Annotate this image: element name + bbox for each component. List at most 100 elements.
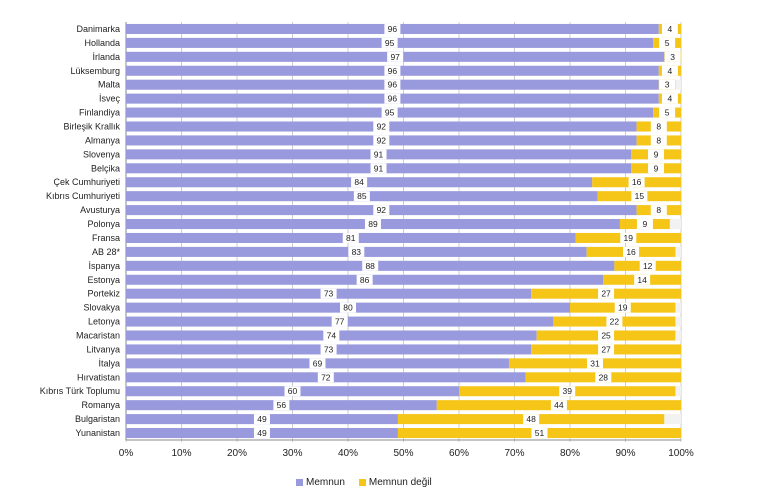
data-label-bg [373,121,390,132]
bar-remaining [675,330,681,341]
category-label: Lüksemburg [70,66,120,76]
data-label-bg [598,344,615,355]
data-label-memnun-degil: 4 [668,24,673,34]
data-label-memnun: 91 [374,163,384,173]
category-label: Portekiz [87,289,120,299]
data-label-bg [320,288,337,299]
legend-swatch-memnun-degil [358,479,366,486]
data-label-memnun-degil: 19 [618,303,628,313]
x-tick-label: 60% [449,448,469,459]
x-tick-label: 100% [668,448,694,459]
data-label-memnun-degil: 12 [643,261,653,271]
data-label-memnun: 84 [354,177,364,187]
data-label-bg [384,65,401,76]
data-label-memnun-degil: 28 [599,372,609,382]
category-label: İrlanda [92,52,120,62]
data-label-memnun: 95 [385,108,395,118]
data-label-bg [253,428,270,439]
data-label-bg [384,93,401,104]
bar-remaining [664,414,681,425]
data-label-bg [331,316,348,327]
x-tick-label: 20% [227,448,247,459]
data-label-memnun: 97 [390,52,400,62]
data-label-memnun-degil: 15 [635,191,645,201]
data-label-bg [661,23,678,34]
data-label-bg [370,149,387,160]
data-label-bg [639,260,656,271]
data-label-bg [659,37,676,48]
category-label: Avusturya [80,205,120,215]
category-label: Kıbrıs Türk Toplumu [40,386,120,396]
data-label-memnun-degil: 9 [643,219,648,229]
category-label: Almanya [85,135,120,145]
category-label: Çek Cumhuriyeti [53,177,120,187]
data-label-bg [362,260,379,271]
data-label-bg [381,107,398,118]
data-label-memnun-degil: 8 [656,135,661,145]
data-label-bg [620,232,637,243]
data-label-memnun: 91 [374,149,384,159]
data-label-memnun: 85 [357,191,367,201]
data-label-memnun: 80 [343,303,353,313]
data-label-memnun: 89 [368,219,378,229]
data-label-memnun-degil: 31 [590,358,600,368]
data-label-memnun: 73 [324,344,334,354]
data-label-bg [650,121,667,132]
category-label: Birleşik Krallık [63,122,120,132]
category-label: Fransa [92,233,120,243]
category-label: Polonya [87,219,120,229]
category-label: İspanya [88,261,120,271]
data-label-bg [648,149,665,160]
legend-label-memnun-degil: Memnun değil [368,477,432,488]
data-label-bg [598,330,615,341]
data-label-memnun-degil: 27 [601,344,611,354]
category-label: Slovakya [83,303,120,313]
data-label-memnun-degil: 3 [670,52,675,62]
data-label-bg [598,288,615,299]
data-label-bg [650,205,667,216]
data-label-bg [659,107,676,118]
bar-remaining [675,302,681,313]
x-tick-label: 10% [171,448,191,459]
data-label-memnun-degil: 22 [610,317,620,327]
data-label-bg [387,51,404,62]
category-label: İsveç [99,94,121,104]
data-label-bg [664,51,681,62]
category-label: Slovenya [83,149,120,159]
x-tick-label: 0% [119,448,134,459]
data-label-bg [523,414,540,425]
bar-remaining [675,79,681,90]
category-label: İtalya [98,358,120,368]
data-label-bg [381,37,398,48]
data-label-memnun-degil: 25 [601,331,611,341]
data-label-bg [384,23,401,34]
legend-item-memnun: Memnun [296,477,345,488]
data-label-bg [284,386,301,397]
data-label-memnun-degil: 5 [665,108,670,118]
data-label-memnun: 69 [313,358,323,368]
legend-item-memnun-degil: Memnun değil [358,477,432,488]
data-label-memnun-degil: 44 [554,400,564,410]
data-label-memnun: 77 [335,317,345,327]
category-label: Estonya [87,275,120,285]
data-label-memnun: 81 [346,233,356,243]
x-tick-label: 70% [504,448,524,459]
data-label-bg [531,428,548,439]
data-label-bg [661,65,678,76]
data-label-memnun: 56 [277,400,287,410]
data-label-bg [373,205,390,216]
data-label-bg [364,219,381,230]
data-label-memnun: 96 [388,80,398,90]
x-tick-label: 80% [560,448,580,459]
category-label: Belçika [91,163,120,173]
category-label: Finlandiya [79,108,120,118]
data-label-bg [648,163,665,174]
category-label: Kıbrıs Cumhuriyeti [46,191,120,201]
data-label-bg [631,191,648,202]
data-label-memnun-degil: 16 [632,177,642,187]
data-label-bg [586,358,603,369]
data-label-bg [606,316,623,327]
legend-swatch-memnun [296,479,303,486]
data-label-memnun-degil: 16 [626,247,636,257]
